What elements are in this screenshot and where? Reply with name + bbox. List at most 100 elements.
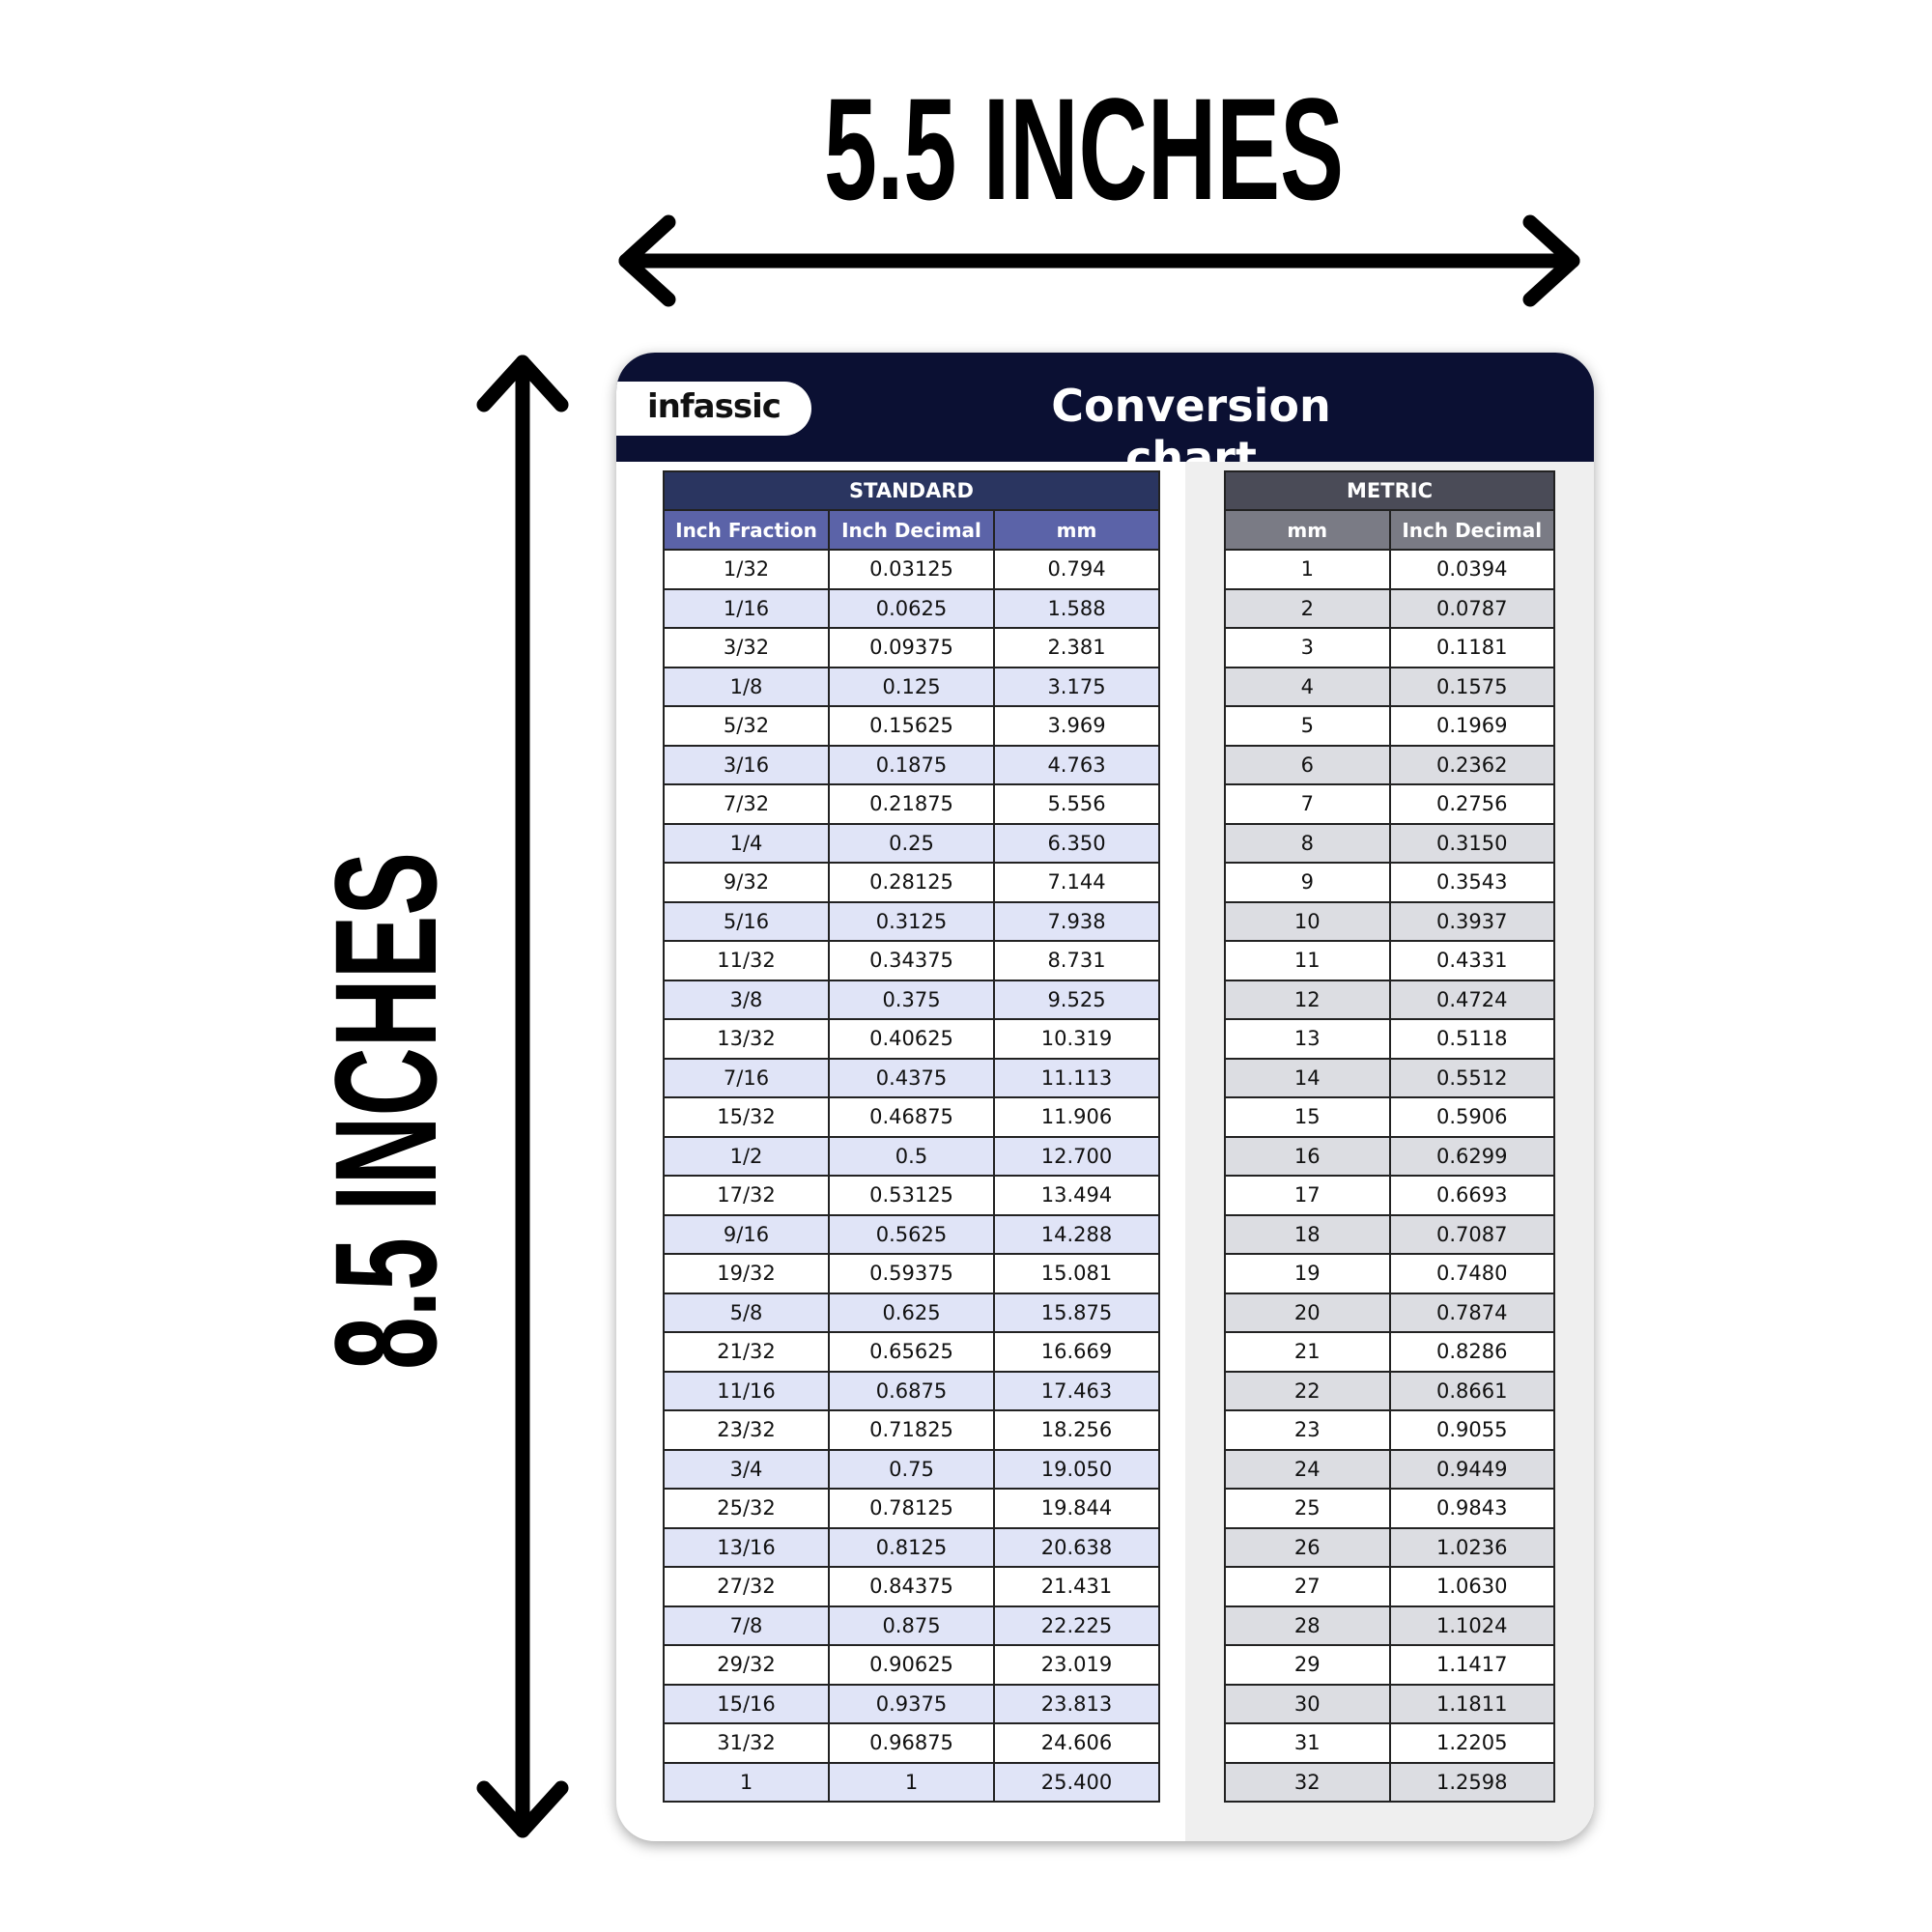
table-cell: 32	[1224, 1761, 1391, 1803]
table-cell: 0.625	[828, 1292, 995, 1333]
table-cell: 0.3937	[1388, 900, 1555, 942]
table-row: 11 0.4331	[1224, 940, 1555, 981]
table-cell: 23/32	[663, 1409, 830, 1451]
table-row: 31 1.2205	[1224, 1722, 1555, 1764]
table-row: 15/16 0.9375 23.813	[663, 1683, 1160, 1724]
table-cell: 0.3150	[1388, 822, 1555, 864]
table-cell: 1	[663, 1761, 830, 1803]
table-cell: 0.1875	[828, 744, 995, 785]
table-cell: 1/2	[663, 1135, 830, 1177]
table-row: 1/32 0.03125 0.794	[663, 549, 1160, 590]
table-row: 28 1.1024	[1224, 1605, 1555, 1646]
table-cell: 7.144	[993, 862, 1160, 903]
table-row: 1 0.0394	[1224, 549, 1555, 590]
table-cell: 0.53125	[828, 1175, 995, 1216]
table-cell: 24.606	[993, 1722, 1160, 1764]
table-cell: 11/32	[663, 940, 830, 981]
table-cell: 16	[1224, 1135, 1391, 1177]
table-cell: 0.6299	[1388, 1135, 1555, 1177]
table-row: 27 1.0630	[1224, 1566, 1555, 1607]
table-cell: 15/32	[663, 1096, 830, 1138]
table-cell: 0.15625	[828, 705, 995, 747]
table-cell: 0.6693	[1388, 1175, 1555, 1216]
header-row: Inch Fraction Inch Decimal mm	[663, 509, 1160, 551]
table-cell: 20	[1224, 1292, 1391, 1333]
table-cell: 0.59375	[828, 1253, 995, 1294]
table-cell: 0.794	[993, 549, 1160, 590]
table-cell: 13	[1224, 1018, 1391, 1060]
table-row: 26 1.0236	[1224, 1526, 1555, 1568]
table-cell: 1.1417	[1388, 1644, 1555, 1686]
table-cell: 0.90625	[828, 1644, 995, 1686]
arrow-head	[618, 214, 676, 307]
table-cell: 3/16	[663, 744, 830, 785]
column-header: Inch Fraction	[663, 509, 830, 551]
table-cell: 13.494	[993, 1175, 1160, 1216]
table-cell: 5	[1224, 705, 1391, 747]
table-cell: 0.40625	[828, 1018, 995, 1060]
table-row: 19 0.7480	[1224, 1253, 1555, 1294]
table-row: 18 0.7087	[1224, 1213, 1555, 1255]
table-row: 7/8 0.875 22.225	[663, 1605, 1160, 1646]
table-cell: 0.125	[828, 666, 995, 707]
table-cell: 11.113	[993, 1057, 1160, 1098]
table-cell: 29	[1224, 1644, 1391, 1686]
table-cell: 21.431	[993, 1566, 1160, 1607]
table-cell: 3.969	[993, 705, 1160, 747]
table-cell: 22.225	[993, 1605, 1160, 1646]
table-cell: 31	[1224, 1722, 1391, 1764]
table-cell: 7/32	[663, 783, 830, 825]
table-cell: 25	[1224, 1488, 1391, 1529]
table-row: 5/16 0.3125 7.938	[663, 900, 1160, 942]
table-cell: 20.638	[993, 1526, 1160, 1568]
table-row: 3/16 0.1875 4.763	[663, 744, 1160, 785]
table-cell: 19.844	[993, 1488, 1160, 1529]
table-row: 11/16 0.6875 17.463	[663, 1370, 1160, 1411]
table-cell: 10.319	[993, 1018, 1160, 1060]
table-cell: 0.28125	[828, 862, 995, 903]
table-cell: 9/16	[663, 1213, 830, 1255]
table-cell: 0.34375	[828, 940, 995, 981]
table-row: 17 0.6693	[1224, 1175, 1555, 1216]
table-row: 23 0.9055	[1224, 1409, 1555, 1451]
table-cell: 12.700	[993, 1135, 1160, 1177]
table-cell: 0.3543	[1388, 862, 1555, 903]
column-header: mm	[993, 509, 1160, 551]
table-cell: 3.175	[993, 666, 1160, 707]
table-cell: 5/8	[663, 1292, 830, 1333]
table-row: 27/32 0.84375 21.431	[663, 1566, 1160, 1607]
table-row: 13 0.5118	[1224, 1018, 1555, 1060]
table-cell: 15	[1224, 1096, 1391, 1138]
table-row: 20 0.7874	[1224, 1292, 1555, 1333]
table-cell: 8	[1224, 822, 1391, 864]
table-cell: 0.46875	[828, 1096, 995, 1138]
table-cell: 10	[1224, 900, 1391, 942]
table-cell: 0.25	[828, 822, 995, 864]
table-cell: 17.463	[993, 1370, 1160, 1411]
standard-table: STANDARD Inch Fraction Inch Decimal mm 1/32 0…	[663, 470, 1160, 1803]
table-cell: 7	[1224, 783, 1391, 825]
table-cell: 5.556	[993, 783, 1160, 825]
table-row: 3/32 0.09375 2.381	[663, 627, 1160, 668]
table-row: 13/16 0.8125 20.638	[663, 1526, 1160, 1568]
table-cell: 1.1024	[1388, 1605, 1555, 1646]
table-cell: 13/32	[663, 1018, 830, 1060]
table-cell: 11	[1224, 940, 1391, 981]
table-cell: 9.525	[993, 979, 1160, 1020]
table-cell: 1.1811	[1388, 1683, 1555, 1724]
table-row: 15 0.5906	[1224, 1096, 1555, 1138]
table-cell: 1.2598	[1388, 1761, 1555, 1803]
table-cell: 0.96875	[828, 1722, 995, 1764]
table-cell: 27/32	[663, 1566, 830, 1607]
table-row: 7/32 0.21875 5.556	[663, 783, 1160, 825]
table-cell: 3/32	[663, 627, 830, 668]
table-cell: 3/4	[663, 1448, 830, 1490]
table-row: 9/32 0.28125 7.144	[663, 862, 1160, 903]
table-cell: 27	[1224, 1566, 1391, 1607]
card-title: Conversion chart	[1051, 380, 1331, 484]
table-row: 1 1 25.400	[663, 1761, 1160, 1803]
table-cell: 23.813	[993, 1683, 1160, 1724]
table-cell: 4	[1224, 666, 1391, 707]
